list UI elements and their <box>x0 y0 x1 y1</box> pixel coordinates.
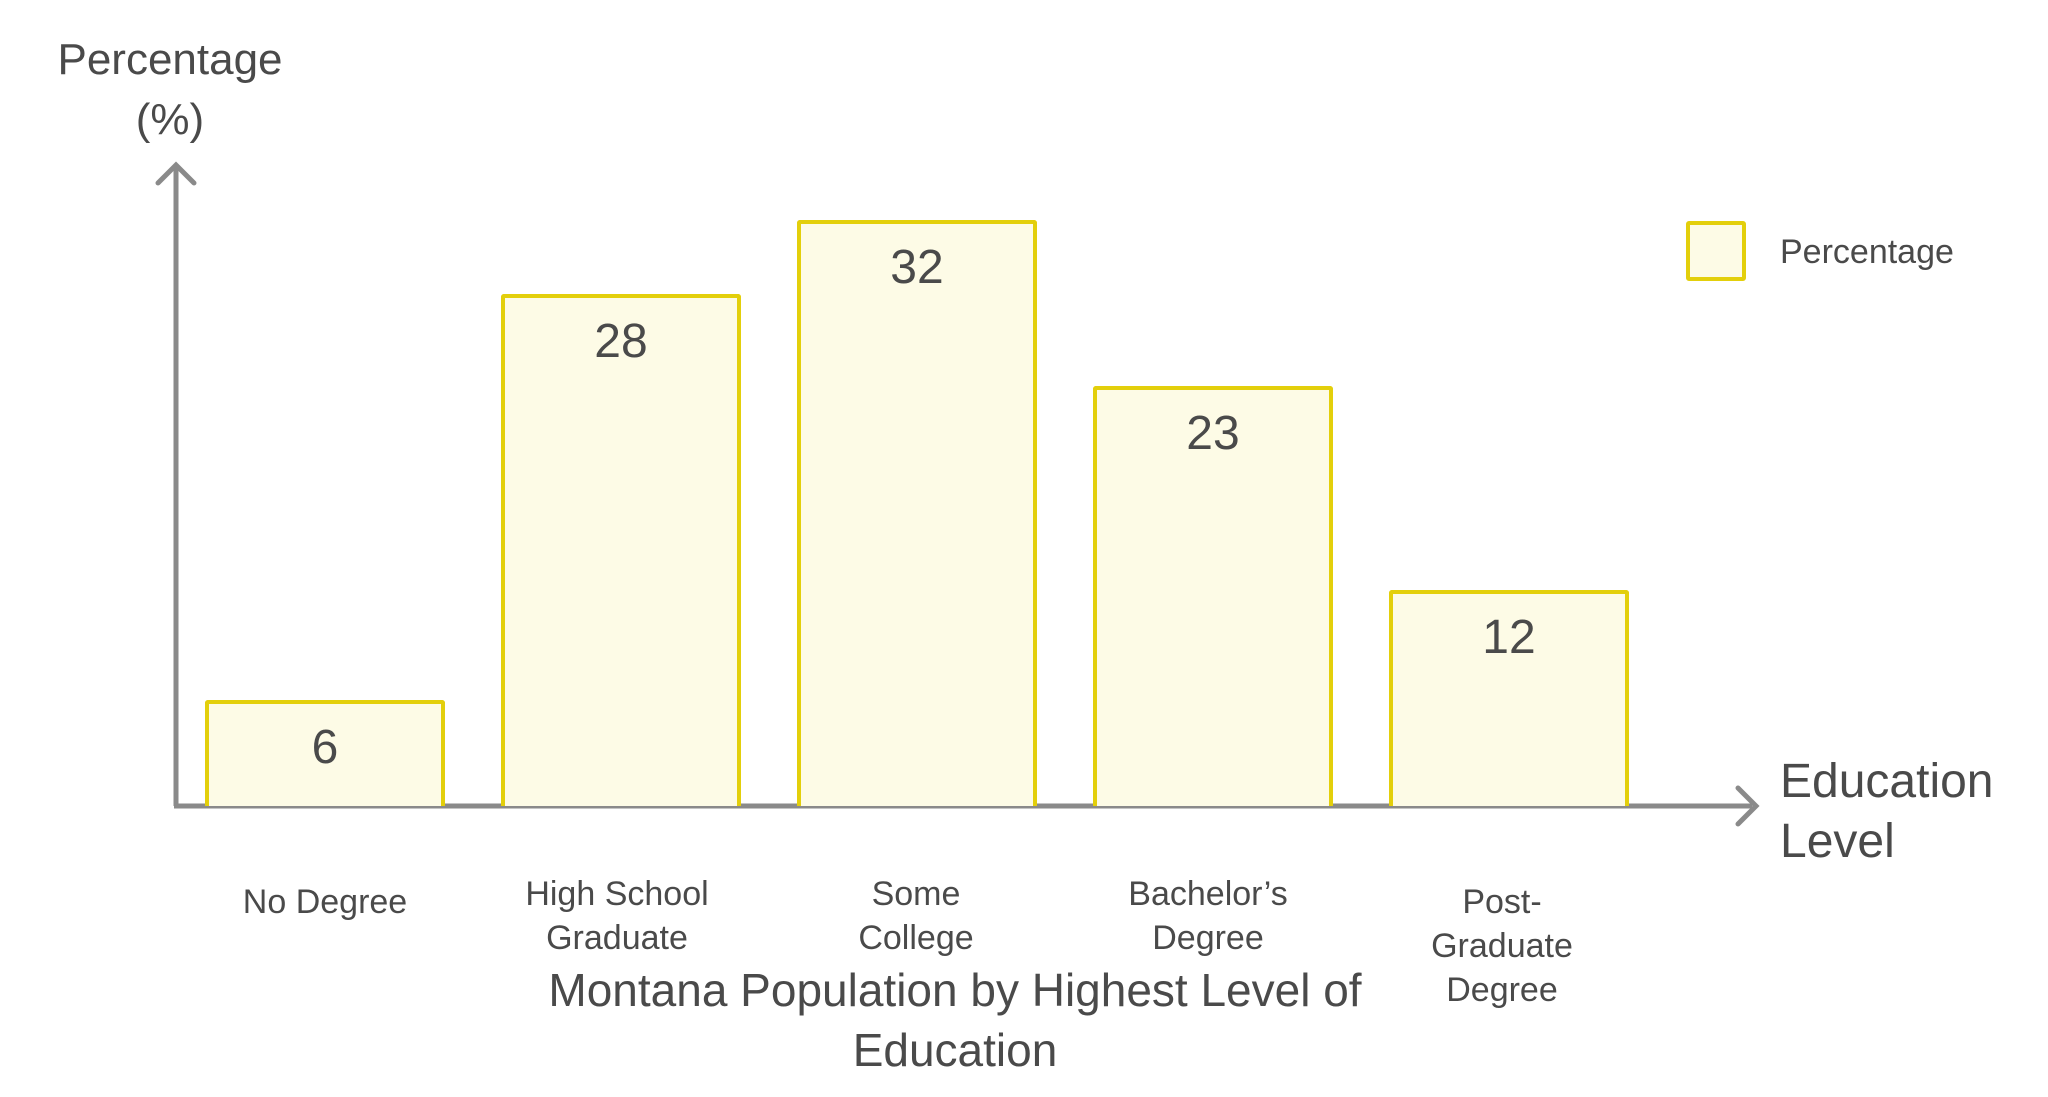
chart-title-line2: Education <box>852 1024 1058 1076</box>
y-axis-arrow-icon <box>155 161 197 186</box>
y-axis-label: Percentage (%) <box>40 30 300 150</box>
bar-bachelors-degree[interactable]: 23 <box>1093 386 1333 806</box>
legend-swatch-icon[interactable] <box>1686 221 1746 281</box>
category-label-line: Degree <box>1152 919 1264 957</box>
category-label-line: High School <box>525 875 709 913</box>
x-axis-label-line1: Education <box>1780 755 1994 808</box>
x-axis-label-line2: Level <box>1780 815 1895 868</box>
category-label-line: Graduate <box>546 919 688 957</box>
bar-post-graduate-degree[interactable]: 12 <box>1389 590 1629 806</box>
category-label-line: No Degree <box>242 883 408 921</box>
chart-title: Montana Population by Highest Level of E… <box>440 960 1470 1080</box>
bar-value-label: 12 <box>1482 611 1536 664</box>
x-axis-label: Education Level <box>1780 752 1994 872</box>
category-label-post-graduate-degree: Post- Graduate Degree <box>1372 880 1632 1012</box>
category-label-line: Graduate <box>1431 927 1573 965</box>
bar-value-label: 28 <box>594 315 648 368</box>
y-axis-label-line1: Percentage <box>57 35 283 84</box>
category-label-line: Degree <box>1446 971 1558 1009</box>
bar-value-label: 32 <box>890 241 944 294</box>
bar-value-label: 6 <box>311 721 339 774</box>
chart-title-line1: Montana Population by Highest Level of <box>548 964 1362 1016</box>
category-label-bachelors-degree: Bachelor’s Degree <box>1078 872 1338 960</box>
category-label-line: Bachelor’s <box>1128 875 1288 913</box>
x-axis-arrow-icon <box>1735 785 1760 827</box>
category-label-line: Post- <box>1462 883 1542 921</box>
bar-no-degree[interactable]: 6 <box>205 700 445 806</box>
category-label-line: College <box>858 919 974 957</box>
category-label-some-college: Some College <box>786 872 1046 960</box>
category-label-no-degree: No Degree <box>195 880 455 924</box>
category-label-line: Some <box>871 875 961 913</box>
bar-high-school-graduate[interactable]: 28 <box>501 294 741 806</box>
y-axis-label-line2: (%) <box>135 95 205 144</box>
legend-label[interactable]: Percentage <box>1780 233 1954 271</box>
category-label-high-school-graduate: High School Graduate <box>487 872 747 960</box>
bar-value-label: 23 <box>1186 407 1240 460</box>
bar-some-college[interactable]: 32 <box>797 220 1037 806</box>
